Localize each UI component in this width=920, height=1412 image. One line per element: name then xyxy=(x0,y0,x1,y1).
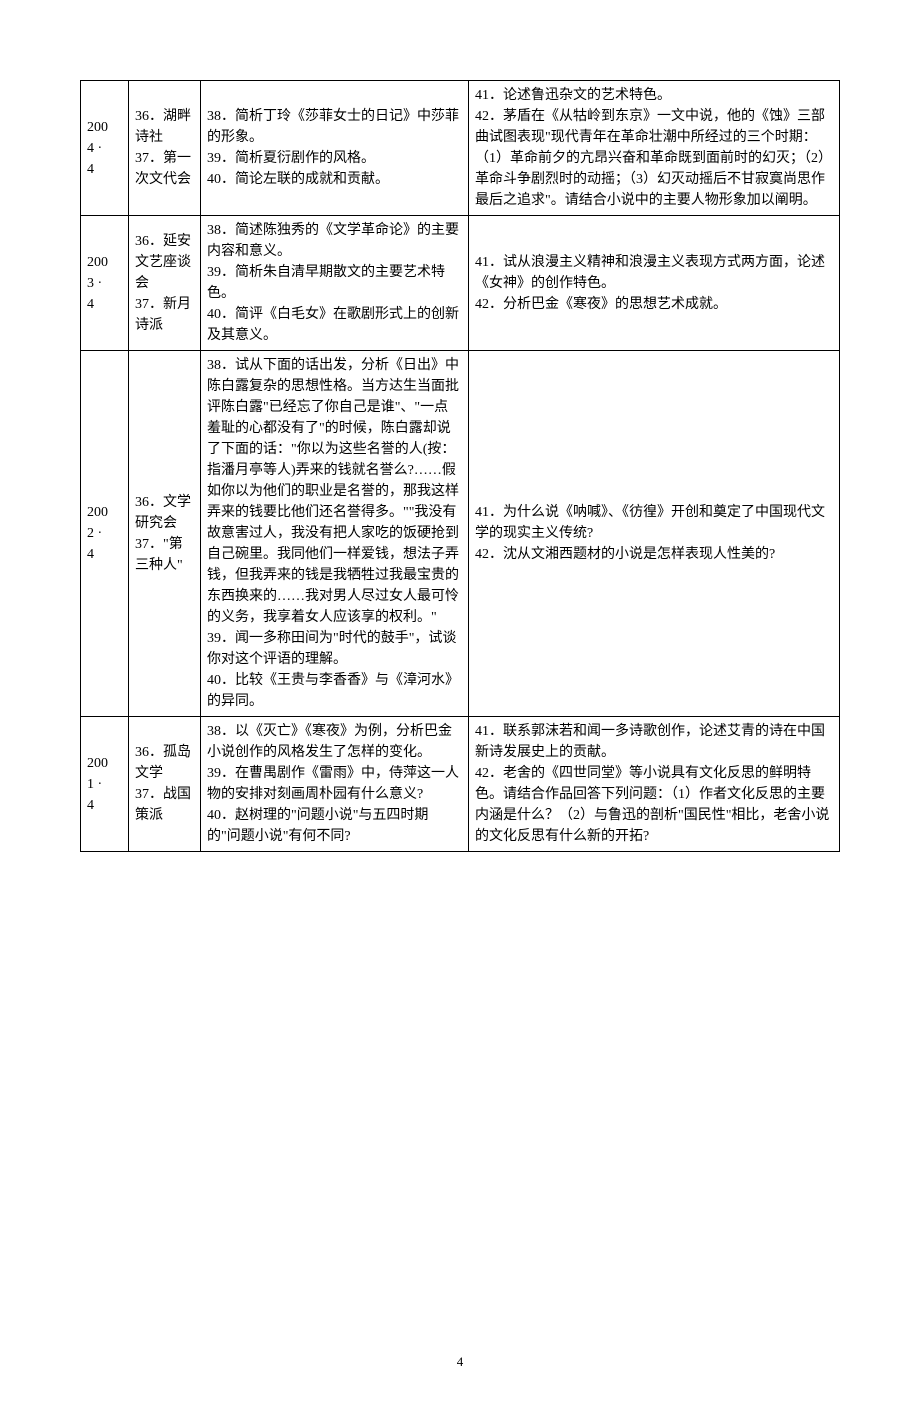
question-text: 39．简析朱自清早期散文的主要艺术特色。 xyxy=(207,262,462,304)
short-answer-cell: 38．简析丁玲《莎菲女士的日记》中莎菲的形象。39．简析夏衍剧作的风格。40．简… xyxy=(201,81,469,216)
question-text: 38．以《灭亡》《寒夜》为例，分析巴金小说创作的风格发生了怎样的变化。 xyxy=(207,721,462,763)
terms-cell: 36．文学研究会 37．"第三种人" xyxy=(129,351,201,717)
year-cell: 2003 · 4 xyxy=(81,216,129,351)
essay-cell: 41．为什么说《呐喊》、《彷徨》开创和奠定了中国现代文学的现实主义传统?42．沈… xyxy=(469,351,840,717)
question-text: 40．简论左联的成就和贡献。 xyxy=(207,169,462,190)
year-cell: 2001 · 4 xyxy=(81,717,129,852)
essay-cell: 41．试从浪漫主义精神和浪漫主义表现方式两方面，论述《女神》的创作特色。42．分… xyxy=(469,216,840,351)
essay-cell: 41．联系郭沫若和闻一多诗歌创作，论述艾青的诗在中国新诗发展史上的贡献。42．老… xyxy=(469,717,840,852)
question-text: 42．老舍的《四世同堂》等小说具有文化反思的鲜明特色。请结合作品回答下列问题：（… xyxy=(475,763,833,847)
page-number: 4 xyxy=(80,1352,840,1372)
table-row: 2001 · 436．孤岛文学 37．战国策派38．以《灭亡》《寒夜》为例，分析… xyxy=(81,717,840,852)
year-cell: 2002 · 4 xyxy=(81,351,129,717)
exam-questions-table: 2004 · 436．湖畔诗社 37．第一次文代会38．简析丁玲《莎菲女士的日记… xyxy=(80,80,840,852)
question-text: 38．试从下面的话出发，分析《日出》中陈白露复杂的思想性格。当方达生当面批评陈白… xyxy=(207,355,462,628)
question-text: 41．为什么说《呐喊》、《彷徨》开创和奠定了中国现代文学的现实主义传统? xyxy=(475,502,833,544)
terms-cell: 36．湖畔诗社 37．第一次文代会 xyxy=(129,81,201,216)
question-text: 41．联系郭沫若和闻一多诗歌创作，论述艾青的诗在中国新诗发展史上的贡献。 xyxy=(475,721,833,763)
question-text: 39．闻一多称田间为"时代的鼓手"，试谈你对这个评语的理解。 xyxy=(207,628,462,670)
question-text: 42．沈从文湘西题材的小说是怎样表现人性美的? xyxy=(475,544,833,565)
question-text: 41．论述鲁迅杂文的艺术特色。 xyxy=(475,85,833,106)
short-answer-cell: 38．以《灭亡》《寒夜》为例，分析巴金小说创作的风格发生了怎样的变化。39．在曹… xyxy=(201,717,469,852)
question-text: 40．赵树理的"问题小说"与五四时期的"问题小说"有何不同? xyxy=(207,805,462,847)
question-text: 38．简述陈独秀的《文学革命论》的主要内容和意义。 xyxy=(207,220,462,262)
question-text: 39．简析夏衍剧作的风格。 xyxy=(207,148,462,169)
question-text: 41．试从浪漫主义精神和浪漫主义表现方式两方面，论述《女神》的创作特色。 xyxy=(475,252,833,294)
essay-cell: 41．论述鲁迅杂文的艺术特色。42．茅盾在《从牯岭到东京》一文中说，他的《蚀》三… xyxy=(469,81,840,216)
table-row: 2003 · 436．延安文艺座谈会 37．新月诗派38．简述陈独秀的《文学革命… xyxy=(81,216,840,351)
question-text: 42．茅盾在《从牯岭到东京》一文中说，他的《蚀》三部曲试图表现"现代青年在革命壮… xyxy=(475,106,833,211)
year-cell: 2004 · 4 xyxy=(81,81,129,216)
terms-cell: 36．孤岛文学 37．战国策派 xyxy=(129,717,201,852)
table-row: 2002 · 436．文学研究会 37．"第三种人"38．试从下面的话出发，分析… xyxy=(81,351,840,717)
question-text: 39．在曹禺剧作《雷雨》中，侍萍这一人物的安排对刻画周朴园有什么意义? xyxy=(207,763,462,805)
question-text: 38．简析丁玲《莎菲女士的日记》中莎菲的形象。 xyxy=(207,106,462,148)
question-text: 40．简评《白毛女》在歌剧形式上的创新及其意义。 xyxy=(207,304,462,346)
table-row: 2004 · 436．湖畔诗社 37．第一次文代会38．简析丁玲《莎菲女士的日记… xyxy=(81,81,840,216)
question-text: 40．比较《王贵与李香香》与《漳河水》的异同。 xyxy=(207,670,462,712)
question-text: 42．分析巴金《寒夜》的思想艺术成就。 xyxy=(475,294,833,315)
short-answer-cell: 38．试从下面的话出发，分析《日出》中陈白露复杂的思想性格。当方达生当面批评陈白… xyxy=(201,351,469,717)
short-answer-cell: 38．简述陈独秀的《文学革命论》的主要内容和意义。39．简析朱自清早期散文的主要… xyxy=(201,216,469,351)
terms-cell: 36．延安文艺座谈会 37．新月诗派 xyxy=(129,216,201,351)
